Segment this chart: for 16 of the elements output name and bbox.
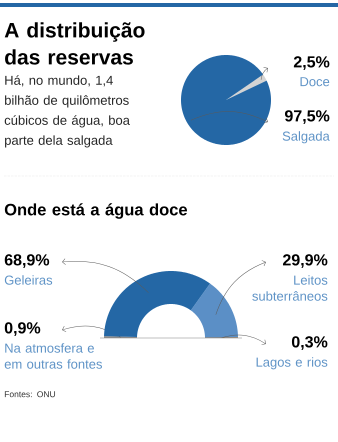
slice-label: Leitos subterrâneos (252, 275, 328, 301)
text: Há, no mundo, 1,4 bilhão de quilômetros cúbicos de água, boa parte dela salgada (4, 75, 130, 148)
data-label: 68,9% (4, 254, 50, 268)
slice-label: Geleiras (4, 275, 52, 285)
slice-label: Salgada (282, 131, 330, 144)
data-label: 2,5% (294, 56, 330, 70)
chart-title: Onde está a água doce (4, 203, 188, 219)
slice-label: Doce (300, 77, 330, 86)
slice-label: Lagos e rios (256, 357, 328, 370)
data-label: 0,3% (292, 336, 328, 350)
text: Fontes: ONU (4, 391, 56, 398)
slice-label: Na atmosfera e em outras fontes (4, 343, 102, 369)
chart-title: A distribuição das reservas (4, 22, 145, 65)
data-label: 0,9% (4, 322, 40, 336)
data-label: 29,9% (282, 254, 328, 268)
data-label: 97,5% (284, 110, 330, 124)
